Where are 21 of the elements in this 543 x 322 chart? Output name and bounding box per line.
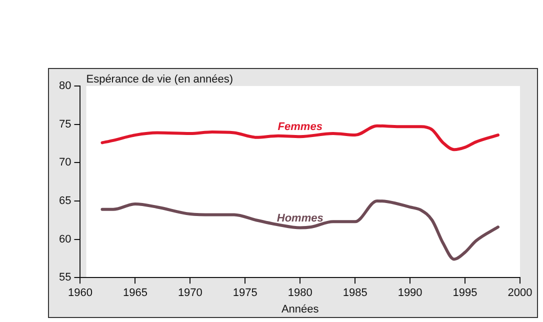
x-tick-label: 1980 — [288, 287, 312, 300]
series-label: Hommes — [276, 212, 324, 224]
x-tick-label: 1990 — [398, 287, 422, 300]
line-series — [100, 124, 500, 152]
y-tick-label: 70 — [58, 156, 72, 169]
x-tick-label: 1995 — [452, 287, 478, 300]
y-tick-label: 80 — [58, 80, 72, 92]
x-axis-title: Années — [281, 303, 320, 316]
x-tick-label: 1960 — [68, 287, 92, 300]
y-axis-title: Espérance de vie (en années) — [86, 74, 233, 86]
y-tick-label: 60 — [58, 233, 72, 246]
x-tick-label: 1975 — [232, 287, 258, 300]
x-tick-label: 1985 — [342, 287, 368, 300]
x-tick-label: 1965 — [122, 287, 148, 300]
y-tick-label: 65 — [58, 194, 72, 207]
y-tick-label: 75 — [58, 118, 72, 130]
line-series — [100, 199, 500, 261]
x-tick-label: 1970 — [178, 287, 202, 300]
series-label: Femmes — [278, 121, 322, 134]
x-tick-label: 2000 — [508, 287, 532, 300]
y-tick-label: 55 — [58, 272, 72, 284]
